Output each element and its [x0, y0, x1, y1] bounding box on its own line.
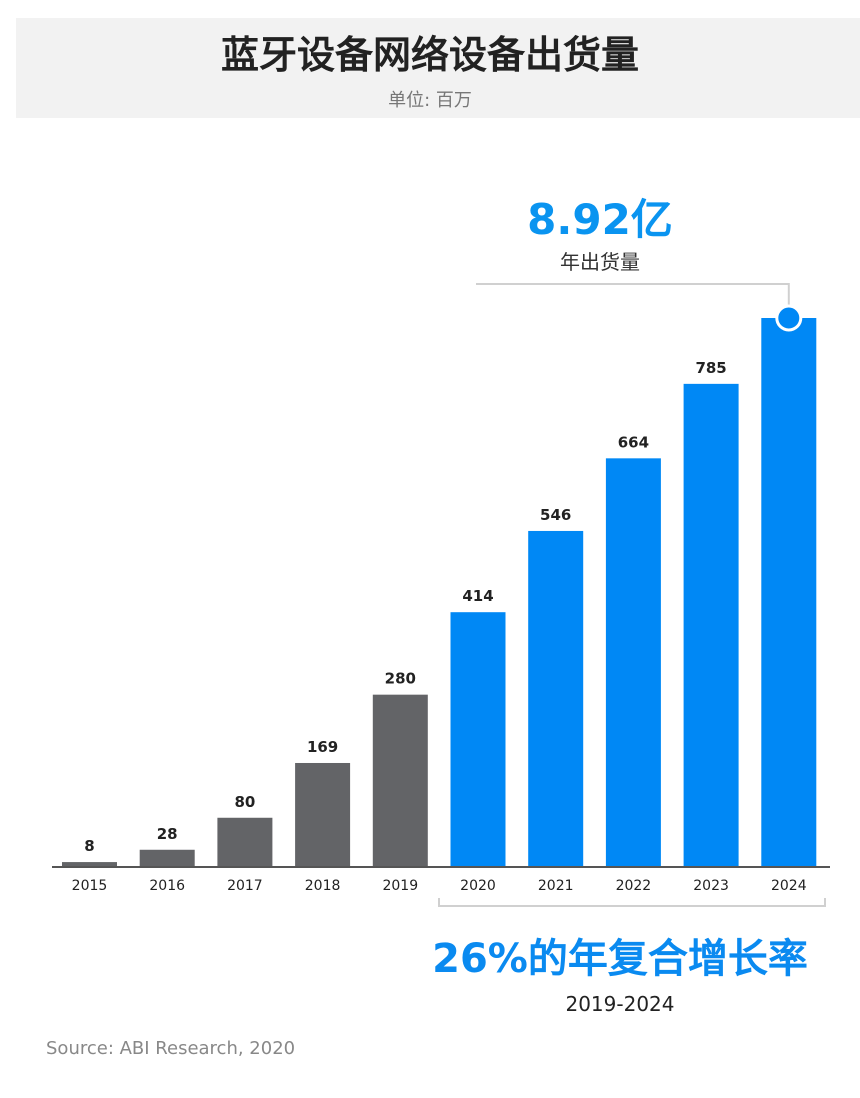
data-label-2015: 8 [84, 837, 94, 855]
data-label-2016: 28 [157, 825, 178, 843]
bar-2024 [761, 318, 817, 867]
chart-subtitle: 单位: 百万 [388, 90, 472, 111]
bar-2019 [372, 694, 428, 867]
x-tick-label-2024: 2024 [771, 878, 807, 894]
cagr-bracket [438, 898, 826, 907]
title-band [16, 18, 860, 118]
x-tick-label-2021: 2021 [538, 878, 574, 894]
bar-2020 [450, 612, 506, 867]
x-tick-label-2017: 2017 [227, 878, 263, 894]
highlight-value: 8.92亿 [527, 195, 673, 244]
x-tick-label-2019: 2019 [382, 878, 418, 894]
data-label-2018: 169 [307, 738, 338, 756]
x-tick-label-2023: 2023 [693, 878, 729, 894]
chart-title: 蓝牙设备网络设备出货量 [220, 33, 639, 77]
data-label-2021: 546 [540, 506, 571, 524]
bar-2021 [528, 530, 584, 867]
data-label-2022: 664 [618, 433, 649, 451]
x-tick-label-2022: 2022 [616, 878, 652, 894]
data-label-2023: 785 [695, 359, 726, 377]
bar-2015 [62, 862, 117, 867]
bar-2023 [683, 383, 739, 867]
cagr-period: 2019-2024 [565, 992, 675, 1016]
bar-2022 [605, 458, 661, 867]
data-label-2017: 80 [234, 793, 255, 811]
x-tick-label-2015: 2015 [72, 878, 108, 894]
highlight-label: 年出货量 [560, 250, 640, 274]
highlight-marker [775, 304, 803, 332]
highlight-connector [476, 283, 790, 310]
source-note: Source: ABI Research, 2020 [46, 1038, 296, 1059]
cagr-label: 26%的年复合增长率 [432, 936, 808, 982]
x-tick-label-2018: 2018 [305, 878, 341, 894]
x-tick-label-2020: 2020 [460, 878, 496, 894]
bar-2017 [217, 817, 273, 867]
bar-2016 [139, 849, 195, 867]
data-label-2020: 414 [462, 587, 493, 605]
x-tick-label-2016: 2016 [149, 878, 185, 894]
bar-2018 [295, 762, 351, 867]
data-label-2019: 280 [385, 670, 416, 688]
